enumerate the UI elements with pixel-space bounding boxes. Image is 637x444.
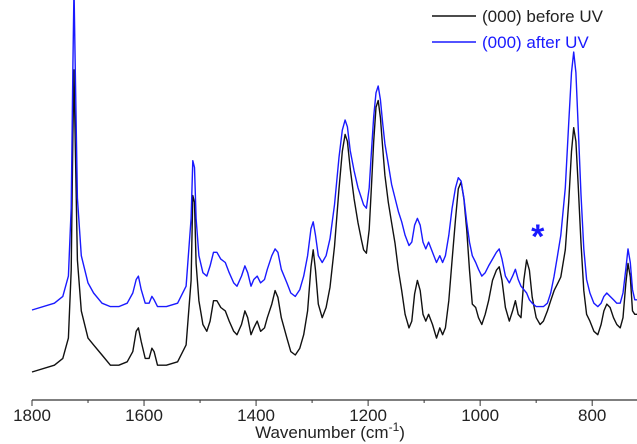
x-tick-label: 1600	[125, 406, 163, 425]
legend-label: (000) before UV	[482, 7, 604, 26]
annotations: *	[531, 218, 545, 256]
x-tick-label: 800	[578, 406, 606, 425]
series-before-uv-line	[31, 69, 637, 373]
x-axis: 1800 1600 1400 1200 1000 800	[13, 399, 637, 425]
plot-area	[31, 0, 637, 373]
x-tick-label: 1400	[237, 406, 275, 425]
x-axis-title: Wavenumber (cm-1)	[255, 420, 405, 442]
x-tick-label: 1000	[461, 406, 499, 425]
legend: (000) before UV (000) after UV	[432, 7, 604, 52]
series-after-uv-line	[31, 0, 637, 311]
x-tick-label: 1200	[349, 406, 387, 425]
asterisk-annotation: *	[531, 218, 545, 256]
x-tick-label: 1800	[13, 406, 51, 425]
legend-label: (000) after UV	[482, 33, 589, 52]
